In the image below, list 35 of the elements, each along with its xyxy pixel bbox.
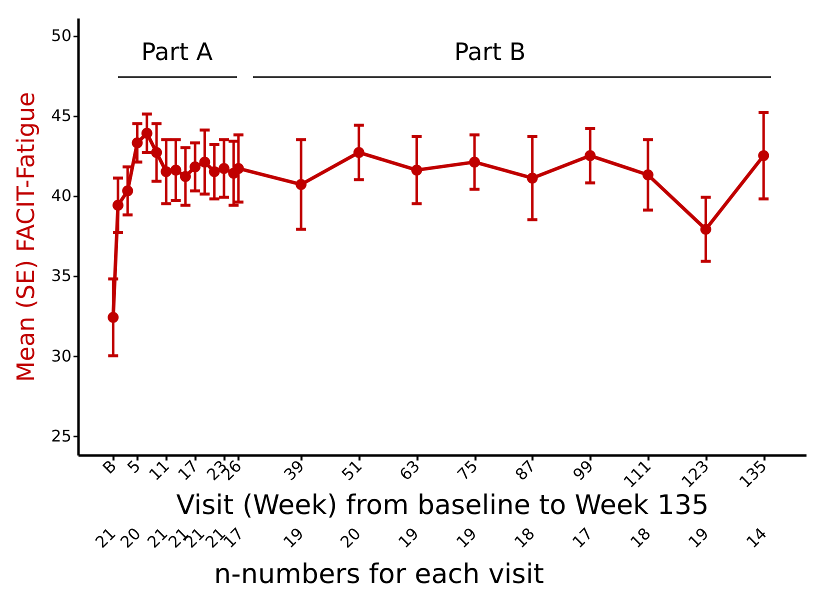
text: 20 <box>336 524 364 552</box>
y-tick-label: 25 <box>51 426 72 446</box>
y-tick-label: 40 <box>51 186 72 206</box>
x-tick-label: 11 <box>145 456 174 484</box>
x-tick-label: 39 <box>280 456 308 484</box>
text: 20 <box>116 524 144 552</box>
y-tick-label: 45 <box>51 106 72 126</box>
x-tick-label: 17 <box>174 456 202 484</box>
y-axis-title: Mean (SE) FACIT-Fatigue <box>12 92 40 382</box>
x-tick-label: 87 <box>511 456 540 484</box>
annotation: Part A <box>141 38 214 66</box>
x-tick-label: 5 <box>123 456 144 478</box>
x-axis-title: Visit (Week) from baseline to Week 135 <box>176 490 709 521</box>
x-tick-label: 111 <box>620 456 655 492</box>
annotation: Part B <box>454 38 526 66</box>
x-tick-label: 123 <box>678 456 713 492</box>
x-tick-label: 135 <box>735 456 770 492</box>
text: 17 <box>568 524 596 552</box>
text: 19 <box>452 524 480 552</box>
text: 19 <box>684 524 712 552</box>
x-tick-label: 75 <box>454 456 482 484</box>
text: n-numbers for each visit <box>214 559 544 589</box>
text: 19 <box>394 524 422 552</box>
text: 14 <box>742 524 770 552</box>
x-tick-label: 99 <box>569 456 598 484</box>
x-tick-label: 51 <box>338 456 366 484</box>
text: 18 <box>510 524 538 552</box>
x-tick-label: B <box>98 456 120 478</box>
text: 18 <box>626 524 654 552</box>
y-tick-label: 35 <box>51 266 72 286</box>
y-tick-label: 50 <box>51 26 72 46</box>
y-tick-label: 30 <box>51 346 72 366</box>
text: 19 <box>280 524 308 552</box>
text: 21 <box>92 524 120 552</box>
x-tick-label: 63 <box>396 456 424 484</box>
